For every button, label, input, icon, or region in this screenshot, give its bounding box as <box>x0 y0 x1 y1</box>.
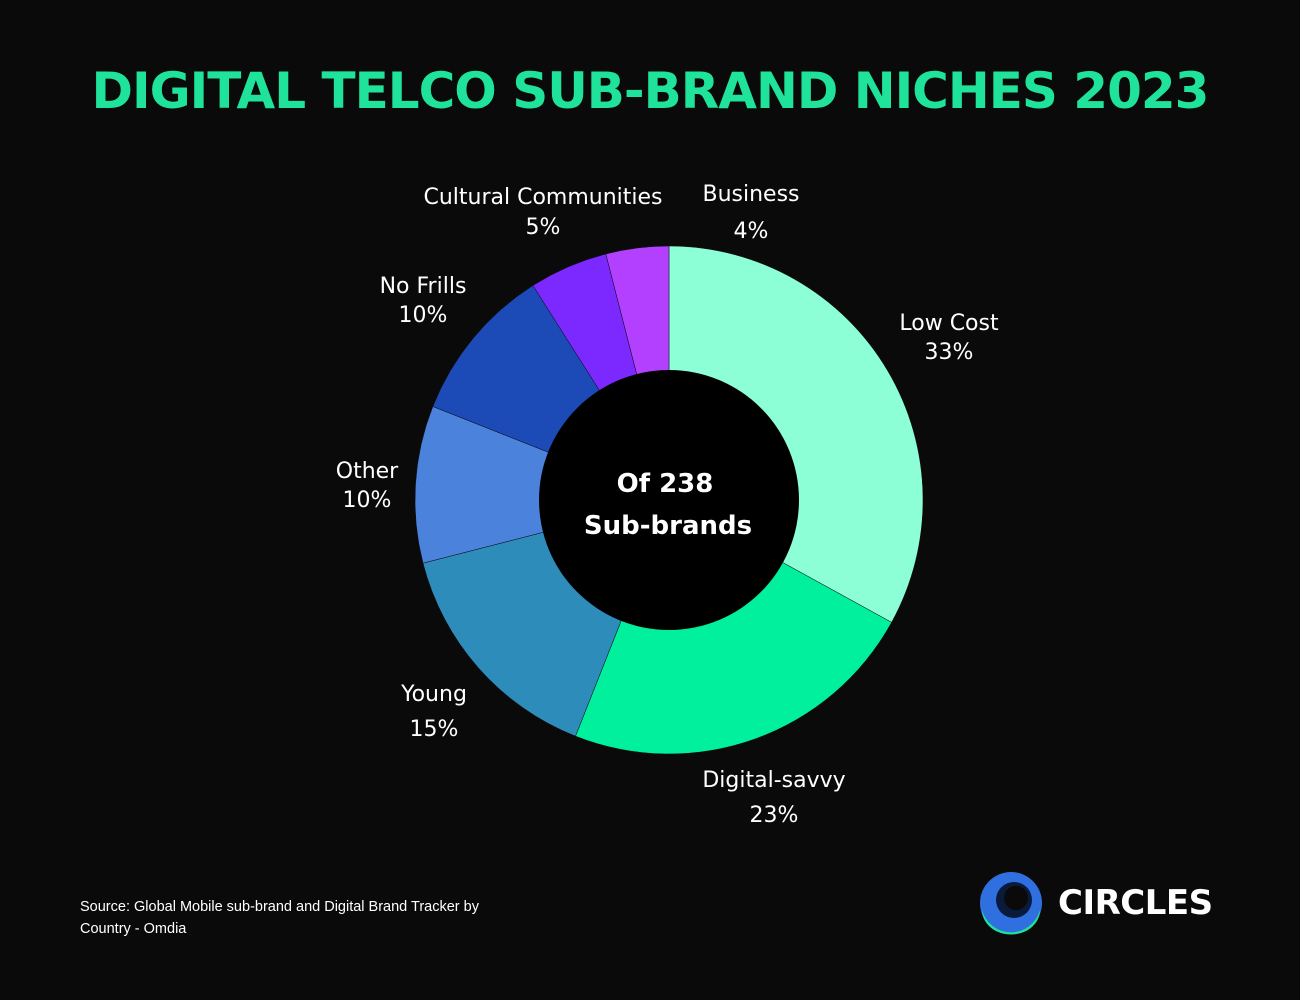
donut-center-hole <box>539 370 799 630</box>
center-label-line1: Of 238 <box>617 469 714 499</box>
slice-label-name: Young <box>400 682 467 707</box>
slice-label-name: Digital-savvy <box>702 768 845 793</box>
source-note: Source: Global Mobile sub-brand and Digi… <box>80 899 479 937</box>
slice-label-value: 4% <box>734 219 769 244</box>
brand-name: CIRCLES <box>1058 883 1213 923</box>
slice-label-name: Other <box>336 459 399 484</box>
slice-label-value: 10% <box>399 303 448 328</box>
slice-label-name: Low Cost <box>899 311 999 336</box>
slice-label-name: No Frills <box>380 274 467 299</box>
circles-logo-icon <box>980 872 1042 935</box>
chart-title: DIGITAL TELCO SUB-BRAND NICHES 2023 <box>91 62 1210 120</box>
slice-labels: Low Cost 33% Digital-savvy 23% Young 15% Other… <box>336 182 999 828</box>
slice-label-value: 5% <box>526 215 561 240</box>
slice-label-name: Cultural Communities <box>423 185 662 210</box>
slice-label-value: 15% <box>410 717 459 742</box>
slice-label-name: Business <box>702 182 799 207</box>
slice-label-value: 23% <box>750 803 799 828</box>
slice-label-value: 33% <box>925 340 974 365</box>
slice-label-value: 10% <box>343 488 392 513</box>
center-label-line2: Sub-brands <box>584 511 752 541</box>
circles-logo: CIRCLES <box>978 870 1213 936</box>
